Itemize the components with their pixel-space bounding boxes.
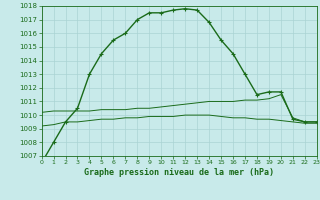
X-axis label: Graphe pression niveau de la mer (hPa): Graphe pression niveau de la mer (hPa) (84, 168, 274, 177)
